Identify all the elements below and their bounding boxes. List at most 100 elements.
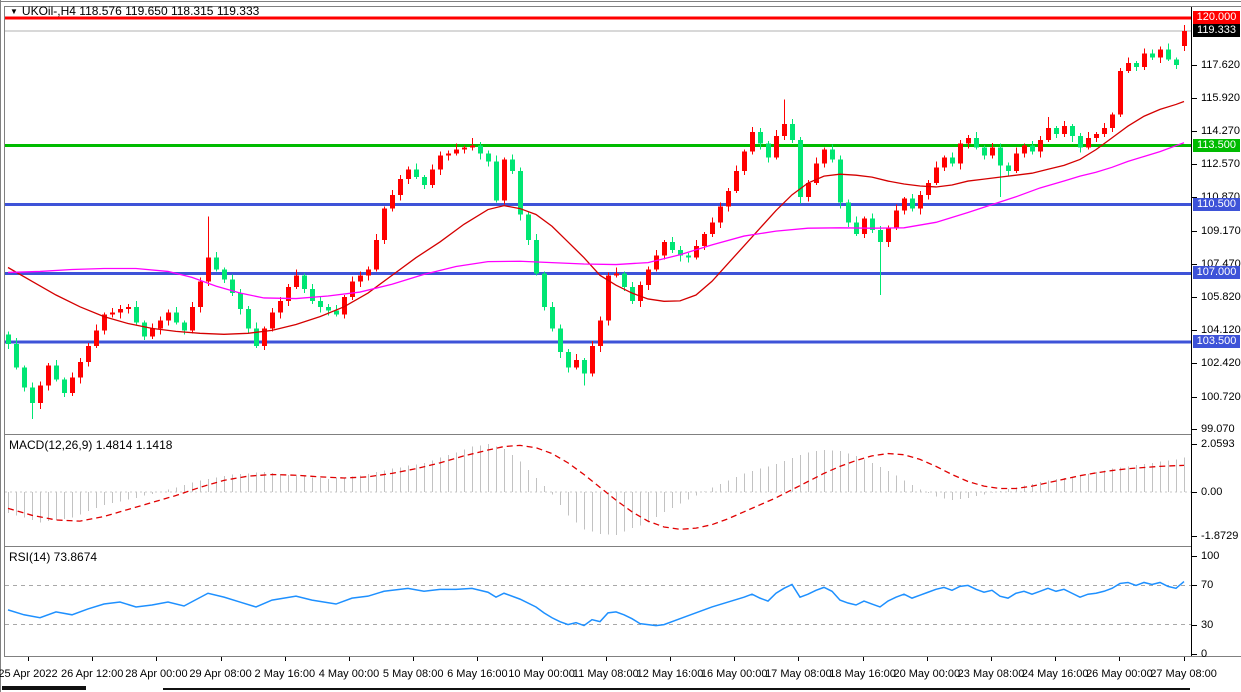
chart-title: ▼ UKOil-,H4 118.576 119.650 118.315 119.3… xyxy=(10,4,259,18)
candle-body xyxy=(622,273,627,288)
price-tick: 115.920 xyxy=(1201,92,1240,104)
candle-body xyxy=(974,137,979,148)
candle-body xyxy=(1174,59,1179,66)
time-label: 4 May 00:00 xyxy=(318,668,380,680)
candle-body xyxy=(278,300,283,313)
candle-body xyxy=(150,328,155,337)
price-tick-mark xyxy=(1192,264,1197,265)
chart-left-border xyxy=(4,6,5,656)
candle-body xyxy=(630,287,635,301)
candle-body xyxy=(30,387,35,404)
candle-body xyxy=(510,159,515,172)
candle-body xyxy=(398,179,403,195)
candle-body xyxy=(62,379,67,394)
candle-body xyxy=(1078,135,1083,148)
candle-body xyxy=(726,190,731,207)
candle-body xyxy=(166,312,171,321)
price-tick-mark xyxy=(1192,429,1197,430)
macd-tick: -1.8729 xyxy=(1201,530,1239,542)
separator-macd-rsi[interactable] xyxy=(4,546,1191,547)
separator-price-macd[interactable] xyxy=(4,434,1191,435)
candle-body xyxy=(502,159,507,201)
price-tick: 105.820 xyxy=(1201,291,1241,303)
candle-body xyxy=(782,124,787,136)
time-label: 12 May 16:00 xyxy=(636,668,704,680)
candle-body xyxy=(6,334,11,345)
candle-body xyxy=(318,300,323,307)
candle-body xyxy=(422,177,427,185)
chevron-down-icon[interactable]: ▼ xyxy=(10,7,18,16)
rsi-tick: 100 xyxy=(1201,550,1220,562)
time-label: 26 Apr 12:00 xyxy=(60,668,124,680)
candle-body xyxy=(1182,31,1187,46)
candle-body xyxy=(22,367,27,388)
candle-body xyxy=(454,149,459,154)
price-tick: 114.270 xyxy=(1201,125,1240,137)
candle-body xyxy=(830,149,835,160)
candle-body xyxy=(494,161,499,201)
candle-body xyxy=(734,171,739,191)
price-level-badge: 107.000 xyxy=(1193,266,1240,279)
scrollbar-thumb[interactable] xyxy=(2,686,86,690)
candle-body xyxy=(222,269,227,280)
candle-body xyxy=(902,198,907,211)
candle-body xyxy=(294,275,299,288)
time-tick xyxy=(477,657,479,661)
candle-body xyxy=(1022,145,1027,154)
rsi-panel[interactable] xyxy=(5,547,1191,656)
rsi-tick: 0 xyxy=(1201,648,1208,660)
candles[interactable] xyxy=(6,24,1187,419)
price-level-badge: 119.333 xyxy=(1193,24,1240,37)
candle-body xyxy=(574,359,579,368)
candle-body xyxy=(1038,139,1043,152)
price-tick: 112.570 xyxy=(1201,158,1240,170)
candle-body xyxy=(214,257,219,270)
time-label: 18 May 16:00 xyxy=(829,668,896,680)
candle-body xyxy=(638,285,643,301)
candle-body xyxy=(486,153,491,162)
scrollbar-rail[interactable] xyxy=(163,688,1190,690)
macd-panel[interactable] xyxy=(5,436,1191,546)
time-tick xyxy=(413,657,415,661)
candle-body xyxy=(366,269,371,276)
price-chart-panel[interactable] xyxy=(5,7,1191,434)
candle-body xyxy=(566,351,571,368)
candle-body xyxy=(1046,128,1051,140)
rsi-tick: 70 xyxy=(1201,579,1214,591)
candle-body xyxy=(110,312,115,315)
candle-body xyxy=(982,147,987,156)
candle-body xyxy=(1014,153,1019,172)
ma-fast-red xyxy=(7,100,1185,335)
rsi-tick: 30 xyxy=(1201,619,1214,631)
candle-body xyxy=(918,194,923,209)
candle-body xyxy=(118,308,123,313)
candle-body xyxy=(334,310,339,315)
candle-body xyxy=(350,281,355,297)
candle-body xyxy=(798,139,803,197)
candle-body xyxy=(934,167,939,184)
candle-body xyxy=(790,124,795,140)
time-label: 20 May 00:00 xyxy=(893,668,961,680)
price-tick-mark xyxy=(1192,231,1197,232)
time-tick xyxy=(92,657,94,661)
candle-body xyxy=(1054,128,1059,134)
candle-body xyxy=(286,287,291,301)
price-level-badge: 110.500 xyxy=(1193,198,1240,211)
candle-body xyxy=(1142,53,1147,68)
price-tick: 99.070 xyxy=(1201,423,1235,435)
time-tick xyxy=(734,657,736,661)
candle-body xyxy=(878,230,883,242)
time-tick xyxy=(670,657,671,661)
candle-body xyxy=(838,159,843,203)
candle-body xyxy=(774,135,779,158)
candle-body xyxy=(462,147,467,150)
candle-body xyxy=(406,169,411,180)
candle-body xyxy=(1086,137,1091,148)
candle-body xyxy=(1062,126,1067,134)
price-level-badge: 120.000 xyxy=(1193,11,1240,24)
chart-top-border xyxy=(4,6,1241,7)
price-axis-line[interactable] xyxy=(1191,7,1192,656)
candle-body xyxy=(518,171,523,215)
candle-body xyxy=(1134,63,1139,68)
